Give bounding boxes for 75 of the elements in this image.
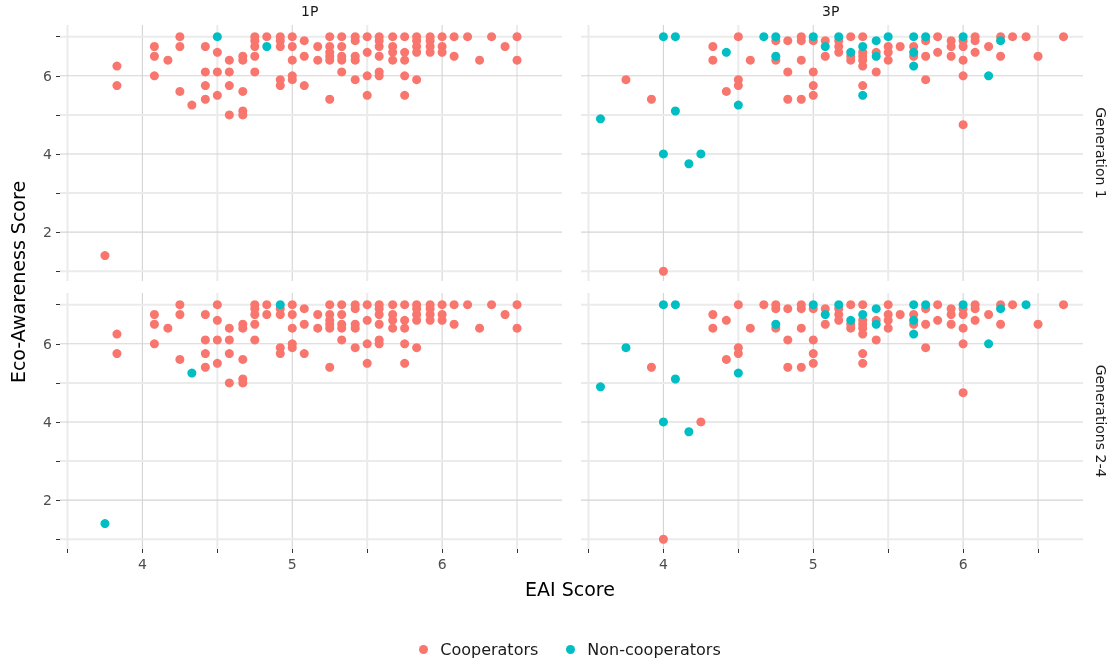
x-tick-label: 6 — [958, 556, 968, 572]
point — [871, 304, 881, 314]
point — [771, 51, 781, 61]
point — [909, 32, 919, 42]
point — [721, 47, 731, 57]
point — [100, 519, 110, 529]
point — [670, 32, 680, 42]
point — [771, 32, 781, 42]
point — [733, 368, 743, 378]
x-tick-label: 4 — [137, 556, 147, 572]
point — [684, 427, 694, 437]
point — [733, 100, 743, 110]
point — [909, 329, 919, 339]
point — [921, 32, 931, 42]
point — [909, 300, 919, 310]
point — [670, 374, 680, 384]
point — [834, 300, 844, 310]
y-tick-label: 6 — [43, 67, 53, 84]
point — [871, 51, 881, 61]
x-tick-label: 6 — [437, 556, 447, 572]
point — [858, 90, 868, 100]
point — [958, 300, 968, 310]
point — [658, 32, 668, 42]
legend-label: Non-cooperators — [587, 640, 721, 659]
point — [858, 42, 868, 51]
point — [858, 310, 868, 319]
point — [1021, 300, 1031, 310]
point — [871, 36, 881, 46]
point — [187, 368, 197, 378]
y-tick-label: 4 — [43, 413, 53, 430]
point — [670, 300, 680, 310]
point — [670, 106, 680, 116]
text: Generation 1 — [1093, 107, 1109, 199]
point — [658, 417, 668, 427]
point — [820, 310, 830, 319]
point — [846, 315, 856, 325]
point — [771, 319, 781, 329]
point — [621, 343, 631, 353]
text: Generations 2-4 — [1093, 364, 1109, 478]
point — [996, 304, 1006, 314]
point — [834, 32, 844, 42]
point — [883, 32, 893, 42]
point — [996, 36, 1006, 46]
point — [658, 300, 668, 310]
point — [684, 159, 694, 169]
point — [909, 47, 919, 57]
point — [871, 319, 881, 329]
point — [595, 114, 605, 124]
point — [909, 315, 919, 325]
point — [696, 149, 706, 159]
y-tick-label: 2 — [43, 224, 52, 241]
point — [759, 32, 769, 42]
chart-title: 1P — [301, 3, 319, 19]
point — [808, 300, 818, 310]
y-tick-label: 2 — [43, 492, 52, 509]
point — [958, 32, 968, 42]
point — [658, 149, 668, 159]
point — [921, 300, 931, 310]
point — [595, 382, 605, 392]
point — [275, 300, 285, 310]
x-tick-label: 5 — [287, 556, 297, 572]
point — [984, 71, 994, 81]
x-tick-label: 4 — [658, 556, 668, 572]
y-axis-title: Eco-Awareness Score — [7, 179, 29, 386]
point — [808, 32, 818, 42]
point — [846, 47, 856, 57]
y-tick-label: 6 — [43, 335, 53, 352]
point — [984, 339, 994, 349]
legend-label: Cooperators — [440, 640, 539, 659]
point — [909, 61, 919, 71]
y-tick-label: 4 — [43, 145, 53, 162]
x-axis-title: EAI Score — [524, 578, 616, 600]
chart-title: 3P — [822, 3, 840, 19]
x-tick-label: 5 — [808, 556, 818, 572]
point — [820, 42, 830, 51]
